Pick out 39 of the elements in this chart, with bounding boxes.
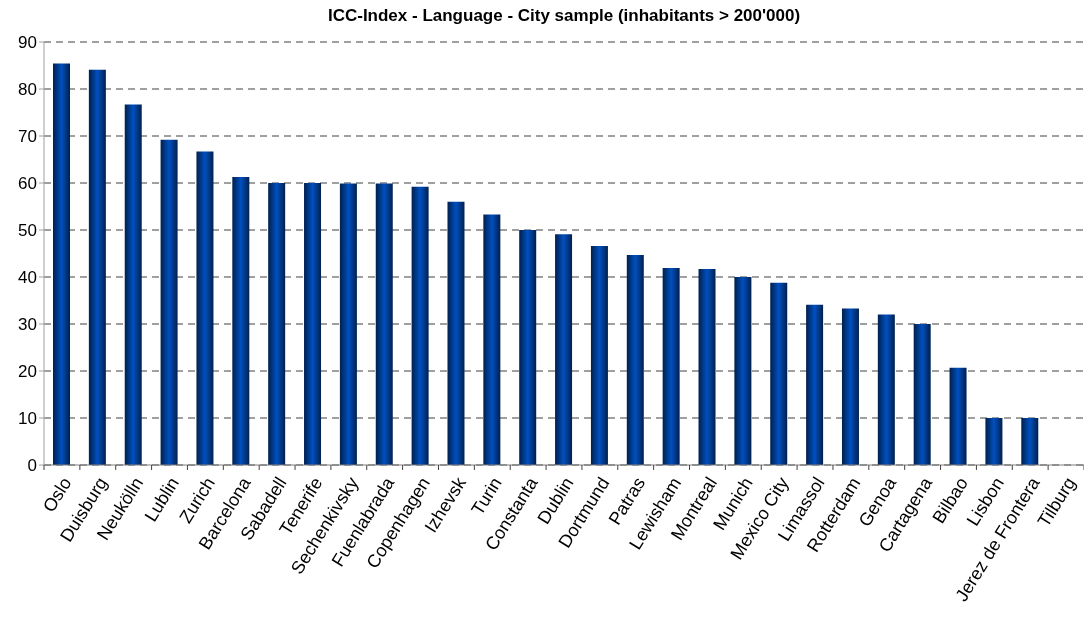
y-tick-label: 70 (18, 127, 37, 147)
y-tick-label: 60 (18, 174, 37, 194)
bar (160, 139, 178, 465)
bar (411, 186, 429, 465)
bar (447, 201, 465, 465)
bar (949, 367, 967, 465)
bar (268, 183, 286, 465)
bar (698, 269, 716, 465)
bar (196, 151, 214, 465)
bar (483, 214, 501, 465)
bar (232, 176, 250, 465)
chart-title: ICC-Index - Language - City sample (inhabitants > 200'000) (326, 6, 802, 26)
bar (877, 314, 895, 465)
bar (519, 230, 537, 465)
bar (985, 418, 1003, 465)
y-tick-label: 80 (18, 80, 37, 100)
bar (734, 277, 752, 465)
bar (662, 268, 680, 465)
y-tick-label: 50 (18, 221, 37, 241)
y-tick-label: 20 (18, 362, 37, 382)
bar (304, 183, 322, 465)
bar (841, 308, 859, 465)
y-tick-label: 30 (18, 315, 37, 335)
bar (770, 282, 788, 465)
y-tick-label: 40 (18, 268, 37, 288)
y-tick-label: 90 (18, 33, 37, 53)
bar (88, 69, 106, 465)
bar (626, 254, 644, 465)
bar (913, 324, 931, 465)
y-tick-label: 10 (18, 409, 37, 429)
bar (375, 183, 393, 465)
bar (555, 234, 573, 465)
bar (339, 183, 357, 465)
bar (124, 104, 142, 465)
bar (53, 63, 70, 465)
bar (1021, 418, 1039, 465)
bar (590, 245, 608, 465)
y-tick-label: 0 (27, 456, 37, 476)
bar (806, 304, 824, 465)
